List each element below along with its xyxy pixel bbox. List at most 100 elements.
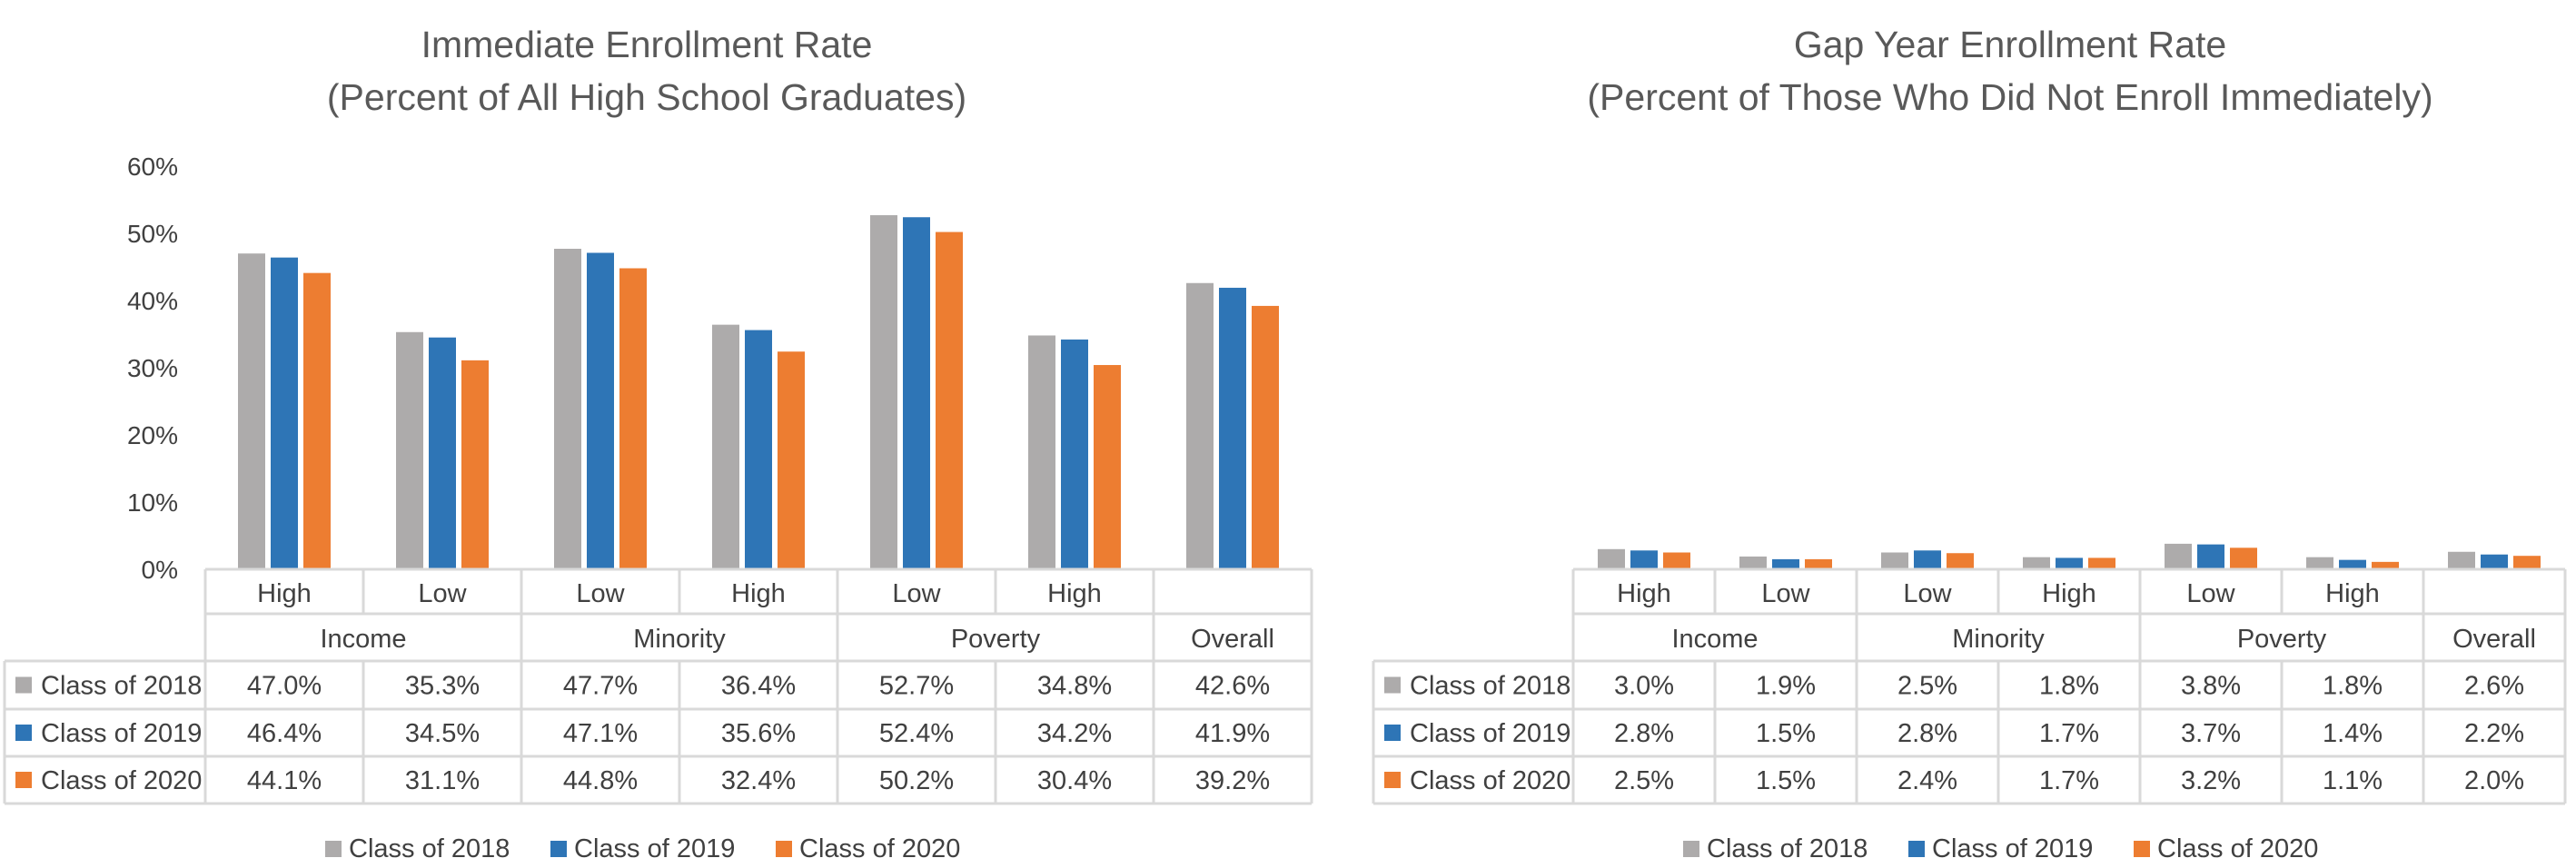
bar (936, 232, 963, 569)
bar (1219, 287, 1246, 569)
data-label: 34.2% (1037, 719, 1112, 748)
x-tick-label: High (257, 579, 312, 608)
legend-key (325, 841, 342, 857)
table-legend-key (1384, 725, 1401, 741)
bar (1914, 550, 1941, 569)
data-label: 42.6% (1195, 672, 1270, 701)
bar (2513, 556, 2541, 569)
x-tick-label: High (2042, 579, 2096, 608)
y-tick-label: 0% (142, 556, 178, 584)
data-label: 2.2% (2464, 719, 2524, 748)
bar (870, 215, 897, 569)
legend-key (776, 841, 792, 857)
x-tick-label: High (731, 579, 786, 608)
bar (1252, 305, 1279, 569)
bar (2306, 557, 2333, 569)
data-label: 35.3% (405, 672, 480, 701)
chart-subtitle: (Percent of Those Who Did Not Enroll Imm… (1587, 76, 2432, 118)
data-label: 2.5% (1897, 672, 1957, 701)
bar (2372, 561, 2399, 569)
legend-label: Class of 2018 (349, 834, 510, 863)
table-row-header: Class of 2020 (1410, 766, 1570, 795)
data-label: 3.7% (2181, 719, 2241, 748)
data-label: 47.1% (563, 719, 638, 748)
bar (238, 253, 265, 569)
data-label: 52.7% (879, 672, 954, 701)
x-group-label: Income (1671, 625, 1758, 654)
bar (2023, 557, 2050, 569)
legend-label: Class of 2020 (2157, 834, 2318, 863)
bar (1772, 558, 1799, 569)
table-legend-key (15, 676, 32, 694)
x-tick-label: Low (2186, 579, 2235, 608)
data-label: 3.2% (2181, 766, 2241, 795)
data-label: 2.6% (2464, 672, 2524, 701)
bar (429, 337, 456, 569)
data-label: 1.5% (1756, 719, 1816, 748)
data-label: 1.1% (2323, 766, 2383, 795)
table-legend-key (1384, 676, 1401, 694)
x-tick-label: Low (1761, 579, 1810, 608)
bar (1186, 282, 1214, 569)
data-label: 1.4% (2323, 719, 2383, 748)
x-group-label: Minority (1952, 625, 2045, 654)
x-group-label: Poverty (951, 625, 1041, 654)
bar (2088, 557, 2115, 569)
x-group-label: Overall (2452, 625, 2536, 654)
y-tick-label: 40% (127, 287, 178, 315)
bar (2230, 547, 2257, 569)
table-row-header: Class of 2020 (41, 766, 202, 795)
x-tick-label: High (1617, 579, 1671, 608)
bar (1061, 339, 1088, 569)
x-tick-label: High (2325, 579, 2380, 608)
bar (2448, 551, 2475, 569)
bar (2481, 554, 2508, 569)
bar (587, 252, 614, 569)
y-tick-label: 30% (127, 354, 178, 382)
legend-label: Class of 2019 (574, 834, 735, 863)
bar (554, 249, 581, 569)
data-label: 34.8% (1037, 672, 1112, 701)
data-label: 2.5% (1614, 766, 1674, 795)
table-legend-key (1384, 772, 1401, 788)
legend-key (2134, 841, 2150, 857)
data-label: 31.1% (405, 766, 480, 795)
legend-key (1683, 841, 1699, 857)
y-tick-label: 60% (127, 153, 178, 181)
data-label: 46.4% (247, 719, 322, 748)
x-group-label: Minority (633, 625, 726, 654)
data-label: 52.4% (879, 719, 954, 748)
table-legend-key (15, 725, 32, 741)
bar (619, 268, 647, 569)
data-label: 44.1% (247, 766, 322, 795)
x-tick-label: High (1047, 579, 1102, 608)
chart-subtitle: (Percent of All High School Graduates) (327, 76, 966, 118)
bar (1739, 556, 1767, 569)
bar (1094, 365, 1121, 569)
data-label: 1.8% (2323, 672, 2383, 701)
data-label: 1.9% (1756, 672, 1816, 701)
data-label: 1.7% (2039, 719, 2099, 748)
bar (712, 324, 739, 569)
data-label: 3.8% (2181, 672, 2241, 701)
bar (271, 257, 298, 569)
bar (2165, 543, 2192, 569)
data-label: 35.6% (721, 719, 796, 748)
legend-label: Class of 2019 (1932, 834, 2093, 863)
gap-year-enrollment-chart: Gap Year Enrollment Rate (Percent of Tho… (1372, 24, 2567, 863)
immediate-enrollment-chart: Immediate Enrollment Rate (Percent of Al… (3, 24, 1313, 863)
chart-title: Gap Year Enrollment Rate (1794, 24, 2226, 65)
bar (2056, 557, 2083, 569)
bar (1028, 335, 1055, 569)
data-label: 2.8% (1614, 719, 1674, 748)
data-label: 41.9% (1195, 719, 1270, 748)
bar (745, 330, 772, 569)
bar (2339, 559, 2366, 569)
x-tick-label: Low (892, 579, 941, 608)
table-row-header: Class of 2019 (1410, 719, 1570, 748)
data-label: 47.0% (247, 672, 322, 701)
legend-label: Class of 2020 (799, 834, 960, 863)
table-row-header: Class of 2018 (1410, 672, 1570, 701)
data-label: 1.5% (1756, 766, 1816, 795)
bar (303, 272, 331, 569)
